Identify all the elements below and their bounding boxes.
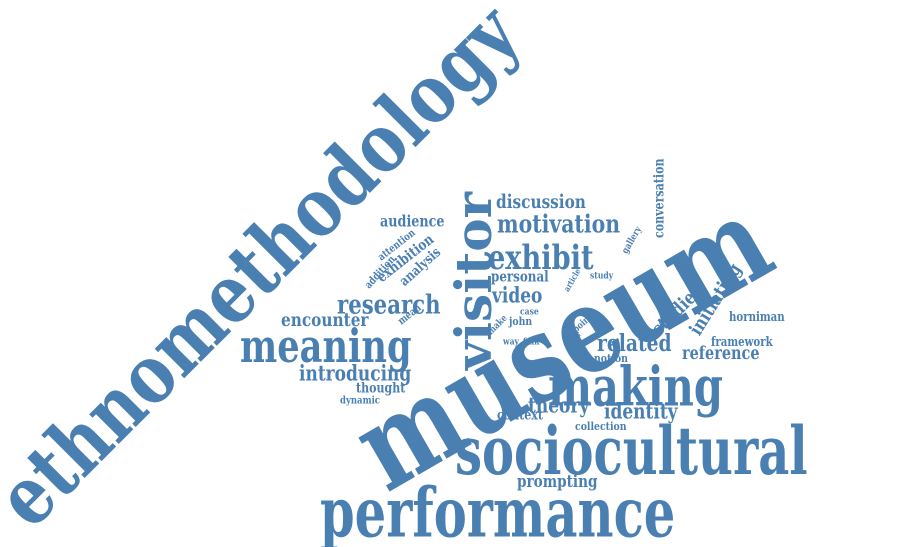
word-discussion: discussion bbox=[496, 191, 586, 214]
word-identity: identity bbox=[604, 398, 678, 424]
word-video: video bbox=[492, 282, 543, 308]
word-sociocultural: sociocultural bbox=[455, 413, 808, 491]
word-related: related bbox=[597, 329, 672, 358]
word-introducing: introducing bbox=[299, 360, 412, 386]
word-way: way bbox=[503, 337, 519, 348]
word-motivation: motivation bbox=[497, 208, 621, 239]
word-falk: falk bbox=[523, 337, 540, 348]
word-prompting: prompting bbox=[517, 471, 598, 492]
word-notion: notion bbox=[594, 351, 628, 366]
word-research: research bbox=[337, 289, 441, 320]
word-meaning: meaning bbox=[240, 319, 412, 374]
word-dynamic: dynamic bbox=[340, 395, 380, 407]
word-horniman: horniman bbox=[729, 309, 785, 325]
word-john: john bbox=[509, 314, 533, 329]
word-theory: theory bbox=[528, 392, 590, 418]
word-encounter: encounter bbox=[281, 309, 369, 332]
word-visit: visit bbox=[563, 333, 582, 344]
word-performance: performance bbox=[320, 472, 676, 547]
word-exhibit: exhibit bbox=[488, 237, 594, 278]
word-context: context bbox=[497, 407, 543, 424]
word-framework: framework bbox=[711, 334, 773, 350]
word-study: study bbox=[590, 271, 614, 282]
word-conversation: conversation bbox=[651, 158, 668, 238]
word-case: case bbox=[520, 307, 539, 318]
word-reference: reference bbox=[682, 343, 760, 365]
word-making: making bbox=[548, 354, 723, 420]
word-audience: audience bbox=[380, 211, 445, 231]
word-personal: personal bbox=[491, 268, 549, 286]
word-thought: thought bbox=[356, 380, 406, 397]
word-collection: collection bbox=[575, 419, 627, 434]
